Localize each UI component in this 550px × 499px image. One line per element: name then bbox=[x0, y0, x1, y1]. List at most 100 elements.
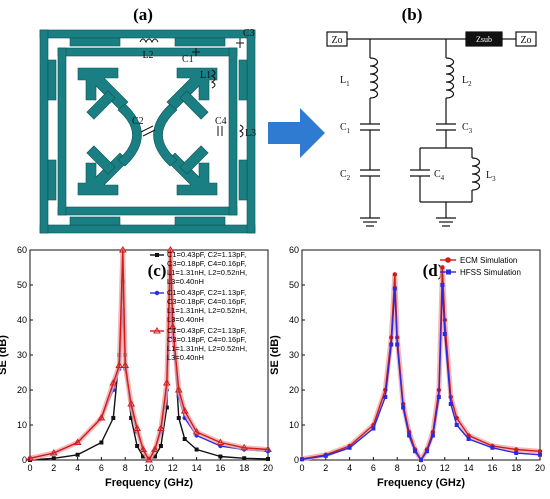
data-point bbox=[26, 454, 34, 461]
x-tick-label: 12 bbox=[440, 463, 450, 473]
unit-cell-layout: L2 C1 C3 L1 C2 C4 L3 bbox=[39, 28, 256, 234]
data-point bbox=[442, 332, 447, 336]
data-point bbox=[158, 444, 163, 448]
stub-left-top bbox=[47, 59, 57, 101]
equivalent-circuit bbox=[326, 31, 537, 227]
data-point bbox=[424, 449, 429, 454]
transform-arrow bbox=[268, 108, 325, 158]
y-tick-label: 40 bbox=[289, 315, 299, 325]
inner-frame-left bbox=[57, 47, 67, 216]
x-tick-label: 8 bbox=[395, 463, 400, 473]
x-tick-label: 12 bbox=[168, 463, 178, 473]
data-point bbox=[218, 454, 223, 459]
legend-text: C3=0.18pF, C4=0.16pF, bbox=[167, 297, 246, 306]
data-point bbox=[166, 246, 175, 253]
zo-right-box bbox=[515, 31, 537, 47]
legend-text: L1=1.31nH, L2=0.52nH, bbox=[167, 344, 247, 353]
x-tick-label: 10 bbox=[144, 463, 154, 473]
series-band bbox=[29, 247, 269, 463]
x-tick-label: 18 bbox=[511, 463, 521, 473]
plot-frame bbox=[301, 249, 541, 461]
legend-text: L1=1.31nH, L2=0.52nH, bbox=[167, 306, 247, 315]
data-point bbox=[174, 386, 183, 393]
data-point bbox=[152, 454, 157, 459]
y-axis-title: SE (dB) bbox=[0, 335, 9, 375]
legend-text: L3=0.40nH bbox=[167, 277, 204, 286]
plot-frame bbox=[29, 249, 269, 461]
x-tick-label: 14 bbox=[464, 463, 474, 473]
y-tick-label: 30 bbox=[17, 350, 27, 360]
data-point bbox=[129, 416, 134, 420]
data-point bbox=[127, 400, 136, 407]
data-point bbox=[323, 453, 328, 458]
inductor-l1 bbox=[369, 57, 379, 99]
data-point bbox=[537, 449, 543, 454]
x-tick-label: 16 bbox=[487, 463, 497, 473]
data-point bbox=[448, 402, 453, 406]
inner-frame-bottom bbox=[57, 206, 238, 216]
data-point bbox=[111, 416, 116, 420]
arc-right bbox=[153, 103, 178, 167]
data-point bbox=[164, 405, 169, 410]
y-tick-label: 0 bbox=[294, 455, 299, 465]
outer-frame-top bbox=[39, 29, 256, 39]
legend-marker bbox=[154, 290, 160, 296]
inductor-l2 bbox=[445, 57, 455, 99]
legend-text: L1=1.31nH, L2=0.52nH, bbox=[167, 268, 247, 277]
panel-label-d: (d) bbox=[423, 261, 444, 280]
label-circuit-c2: C2 bbox=[340, 169, 351, 182]
y-tick-label: 60 bbox=[17, 245, 27, 255]
arm-bl bbox=[86, 145, 116, 175]
data-point bbox=[118, 246, 127, 253]
data-point bbox=[180, 407, 189, 414]
x-tick-label: 0 bbox=[299, 463, 304, 473]
stub-top-left bbox=[69, 37, 121, 47]
arm-br bbox=[179, 145, 209, 175]
y-tick-label: 50 bbox=[17, 280, 27, 290]
data-point bbox=[440, 283, 445, 287]
data-point bbox=[157, 424, 165, 431]
stub-bottom-right bbox=[174, 216, 226, 226]
data-point bbox=[266, 456, 270, 461]
legend-text: C1=0.43pF, C2=1.13pF, bbox=[167, 250, 246, 259]
x-tick-label: 6 bbox=[99, 463, 104, 473]
data-point bbox=[75, 452, 80, 457]
data-point bbox=[466, 433, 471, 438]
x-tick-label: 18 bbox=[239, 463, 249, 473]
data-point bbox=[389, 342, 394, 347]
data-point bbox=[99, 440, 104, 445]
data-point bbox=[139, 445, 147, 452]
outer-frame-right bbox=[246, 29, 256, 234]
data-point bbox=[133, 424, 141, 431]
legend-text: C3=0.18pF, C4=0.16pF, bbox=[167, 335, 246, 344]
label-circuit-l2: L2 bbox=[462, 75, 472, 88]
stub-right-top bbox=[238, 59, 248, 101]
inductor-l2-symbol bbox=[139, 38, 159, 44]
label-circuit-c1: C1 bbox=[340, 122, 351, 135]
data-point bbox=[264, 445, 272, 452]
data-point bbox=[392, 286, 397, 291]
label-zo-left: Zo bbox=[331, 35, 342, 46]
data-point bbox=[49, 449, 58, 456]
legend-marker bbox=[445, 257, 451, 263]
label-c2: C2 bbox=[132, 116, 144, 127]
inner-frame-right bbox=[228, 47, 238, 216]
y-tick-label: 20 bbox=[289, 385, 299, 395]
panel-label-b: (b) bbox=[402, 5, 423, 24]
label-c1: C1 bbox=[182, 54, 194, 65]
arc-left bbox=[117, 103, 142, 167]
arm-tr bbox=[179, 90, 209, 120]
data-point bbox=[395, 342, 400, 347]
data-point bbox=[436, 395, 441, 399]
panel-label-c: (c) bbox=[148, 261, 167, 280]
data-point bbox=[413, 449, 418, 454]
label-c4: C4 bbox=[215, 116, 227, 127]
data-point bbox=[240, 443, 249, 451]
label-circuit-l3: L3 bbox=[486, 170, 496, 183]
data-point bbox=[109, 379, 118, 386]
data-point bbox=[466, 437, 471, 441]
data-point bbox=[419, 458, 423, 462]
legend-text: L3=0.40nH bbox=[167, 353, 204, 362]
data-point bbox=[141, 454, 146, 459]
data-point bbox=[192, 428, 201, 435]
